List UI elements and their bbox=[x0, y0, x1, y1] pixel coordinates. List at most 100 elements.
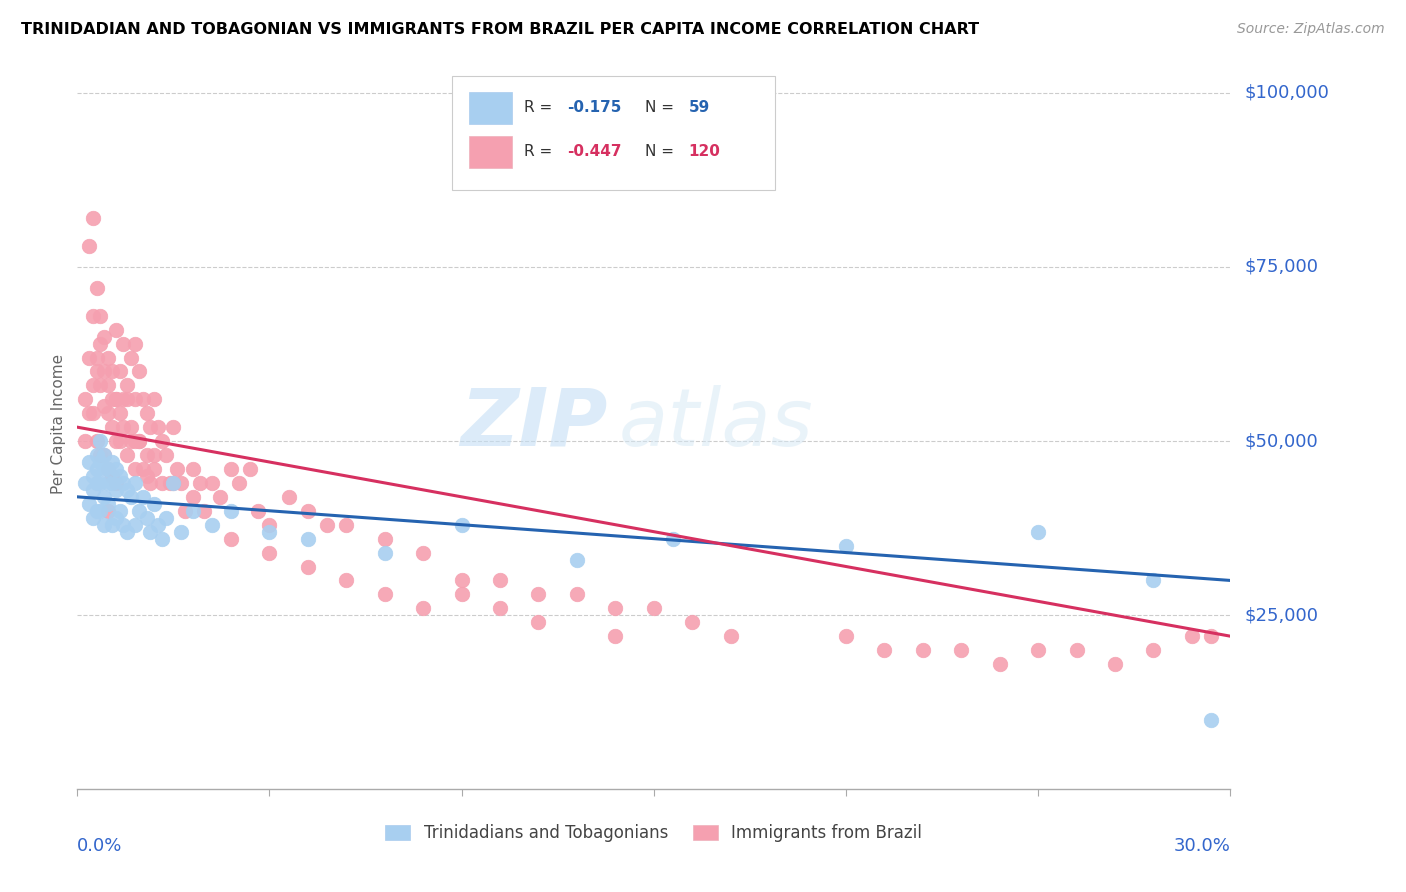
Text: 30.0%: 30.0% bbox=[1174, 837, 1230, 855]
Point bbox=[911, 643, 934, 657]
Point bbox=[104, 483, 127, 497]
FancyBboxPatch shape bbox=[470, 92, 512, 124]
Text: $50,000: $50,000 bbox=[1244, 432, 1317, 450]
Point bbox=[143, 448, 166, 462]
Point bbox=[93, 364, 115, 378]
Point bbox=[146, 517, 169, 532]
Point bbox=[259, 517, 281, 532]
Point bbox=[662, 532, 685, 546]
Point bbox=[143, 462, 166, 476]
Point bbox=[112, 420, 135, 434]
Point bbox=[335, 517, 357, 532]
Point bbox=[1142, 643, 1164, 657]
Point bbox=[135, 469, 157, 483]
Point bbox=[201, 475, 224, 490]
Point bbox=[139, 420, 162, 434]
Point bbox=[93, 490, 115, 504]
Point bbox=[117, 483, 139, 497]
Point bbox=[108, 504, 131, 518]
Point bbox=[104, 392, 127, 407]
Point bbox=[73, 434, 96, 449]
Point bbox=[97, 462, 120, 476]
Point bbox=[139, 475, 162, 490]
Point bbox=[450, 587, 472, 601]
Point bbox=[181, 462, 204, 476]
Point bbox=[150, 434, 173, 449]
Point bbox=[131, 392, 153, 407]
Point bbox=[1199, 713, 1222, 727]
Point bbox=[89, 378, 111, 392]
Point bbox=[259, 524, 281, 539]
Point bbox=[374, 532, 396, 546]
Point bbox=[170, 475, 193, 490]
Point bbox=[170, 524, 193, 539]
Point bbox=[117, 392, 139, 407]
Point bbox=[82, 469, 104, 483]
Point bbox=[139, 524, 162, 539]
Point bbox=[1026, 524, 1049, 539]
Point bbox=[97, 406, 120, 420]
Y-axis label: Per Capita Income: Per Capita Income bbox=[51, 353, 66, 494]
Text: 120: 120 bbox=[689, 145, 720, 159]
Point bbox=[97, 497, 120, 511]
Point bbox=[246, 504, 269, 518]
Point bbox=[297, 559, 319, 574]
Text: -0.447: -0.447 bbox=[568, 145, 621, 159]
Point bbox=[82, 406, 104, 420]
Point bbox=[82, 378, 104, 392]
Point bbox=[89, 504, 111, 518]
Point bbox=[1199, 629, 1222, 643]
Point bbox=[101, 517, 124, 532]
Point bbox=[120, 434, 142, 449]
Point bbox=[193, 504, 215, 518]
Point bbox=[450, 517, 472, 532]
Point bbox=[77, 497, 100, 511]
Point bbox=[86, 448, 108, 462]
Point bbox=[450, 574, 472, 588]
Point bbox=[201, 517, 224, 532]
FancyBboxPatch shape bbox=[470, 136, 512, 168]
Point bbox=[1026, 643, 1049, 657]
Point bbox=[108, 434, 131, 449]
Point bbox=[1104, 657, 1126, 671]
Point bbox=[89, 475, 111, 490]
Point bbox=[681, 615, 703, 630]
Point bbox=[128, 504, 150, 518]
Text: Source: ZipAtlas.com: Source: ZipAtlas.com bbox=[1237, 22, 1385, 37]
Point bbox=[120, 490, 142, 504]
Point bbox=[89, 448, 111, 462]
Point bbox=[155, 448, 177, 462]
Point bbox=[104, 475, 127, 490]
Point bbox=[135, 406, 157, 420]
Point bbox=[77, 406, 100, 420]
Point bbox=[143, 392, 166, 407]
Point bbox=[720, 629, 742, 643]
Point bbox=[131, 490, 153, 504]
Point bbox=[86, 351, 108, 365]
Point bbox=[77, 351, 100, 365]
Text: N =: N = bbox=[644, 100, 679, 115]
Point bbox=[117, 448, 139, 462]
Point bbox=[181, 490, 204, 504]
Point bbox=[124, 462, 146, 476]
Point bbox=[97, 475, 120, 490]
Point bbox=[181, 504, 204, 518]
Point bbox=[82, 483, 104, 497]
Point bbox=[1066, 643, 1088, 657]
Point bbox=[208, 490, 231, 504]
Point bbox=[104, 510, 127, 524]
Point bbox=[873, 643, 896, 657]
Point bbox=[82, 211, 104, 226]
Point bbox=[131, 462, 153, 476]
Point bbox=[77, 239, 100, 253]
Point bbox=[1142, 574, 1164, 588]
Point bbox=[565, 552, 588, 566]
Point bbox=[93, 329, 115, 343]
Point bbox=[120, 351, 142, 365]
FancyBboxPatch shape bbox=[453, 77, 775, 190]
Point bbox=[124, 434, 146, 449]
Point bbox=[166, 462, 188, 476]
Point bbox=[412, 545, 434, 559]
Point bbox=[97, 462, 120, 476]
Point bbox=[86, 434, 108, 449]
